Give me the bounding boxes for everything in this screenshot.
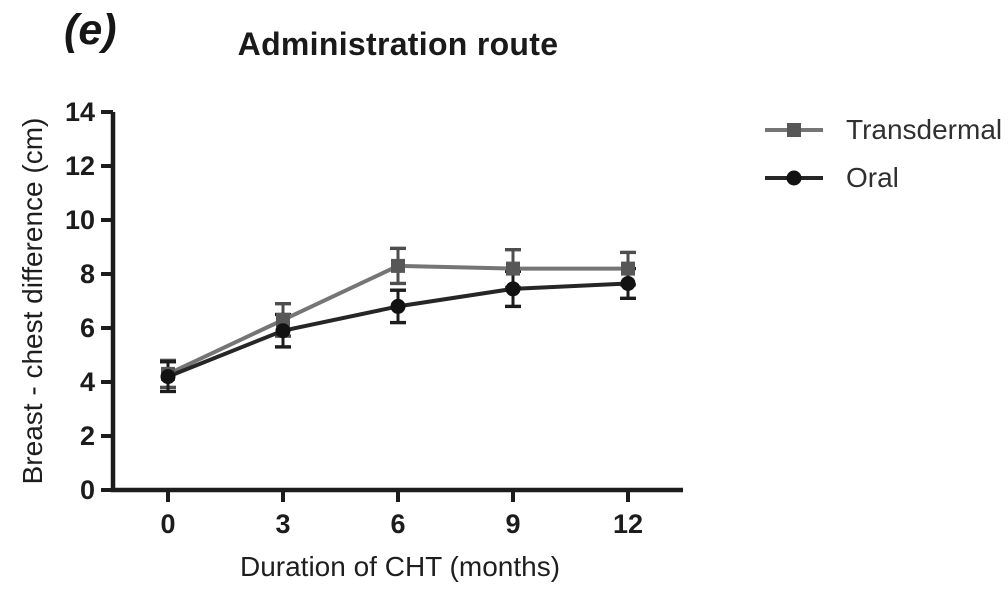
legend: Transdermal Oral xyxy=(762,114,1002,194)
circle-marker-icon xyxy=(505,281,521,297)
series-markers-oral xyxy=(160,275,636,385)
legend-square-marker-icon xyxy=(787,123,801,137)
y-tick-label: 14 xyxy=(65,97,95,127)
circle-marker-icon xyxy=(160,369,176,385)
circle-marker-icon xyxy=(275,323,291,339)
x-tick-label: 0 xyxy=(160,509,175,539)
chart-title: Administration route xyxy=(237,26,559,62)
x-axis-label: Duration of CHT (months) xyxy=(239,551,561,582)
y-tick-label: 0 xyxy=(80,475,95,505)
circle-marker-icon xyxy=(620,275,636,291)
y-tick-label: 2 xyxy=(80,421,95,451)
oral-circle-marker-swatch-icon xyxy=(765,170,823,186)
y-axis-label: Breast - chest difference (cm) xyxy=(17,117,48,485)
transdermal-square-marker-swatch-icon xyxy=(765,123,823,137)
square-marker-icon xyxy=(621,261,635,276)
square-marker-icon xyxy=(506,261,520,276)
legend-circle-marker-icon xyxy=(786,170,802,186)
circle-marker-icon xyxy=(390,298,406,314)
legend-item-oral: Oral xyxy=(762,162,1002,194)
x-tick-label: 3 xyxy=(275,509,290,539)
x-tick-label: 12 xyxy=(613,509,643,539)
y-tick-label: 8 xyxy=(80,259,95,289)
legend-label-oral: Oral xyxy=(846,162,899,193)
square-marker-icon xyxy=(276,312,290,327)
legend-label-transdermal: Transdermal xyxy=(846,114,1003,145)
panel-letter-label: (e) xyxy=(64,6,117,54)
square-marker-icon xyxy=(391,258,405,273)
y-tick-label: 6 xyxy=(80,313,95,343)
y-tick-label: 12 xyxy=(65,151,95,181)
y-tick-label: 4 xyxy=(80,367,95,397)
x-tick-label: 9 xyxy=(505,509,520,539)
x-tick-label: 6 xyxy=(390,509,405,539)
y-tick-label: 10 xyxy=(65,205,95,235)
legend-item-transdermal: Transdermal xyxy=(762,114,1002,146)
